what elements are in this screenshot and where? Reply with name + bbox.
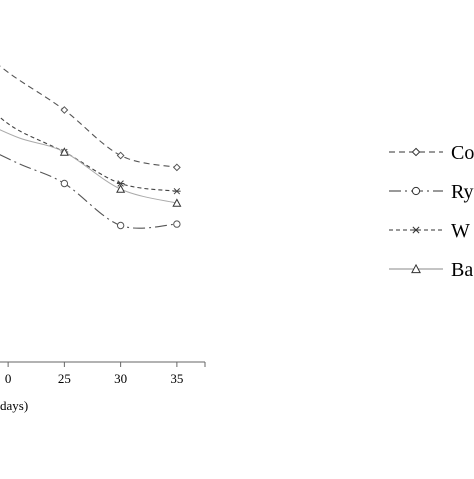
data-point-3-4 — [173, 187, 181, 195]
series-line-4 — [0, 129, 177, 204]
legend-marker-2 — [411, 186, 421, 196]
legend-label-3: W — [451, 220, 470, 242]
legend-item-1: Co — [389, 142, 474, 164]
data-point-3-4-d2 — [173, 187, 181, 195]
x-tick-labels: 0 25 30 35 — [5, 371, 184, 386]
legend-marker-3 — [411, 226, 421, 234]
series-line-1 — [0, 65, 177, 168]
x-tick-label-1: 0 — [5, 371, 12, 386]
data-point-1-4 — [172, 163, 181, 172]
legend-marker-3-d2 — [412, 226, 420, 234]
legend-item-4: Ba — [389, 259, 473, 281]
data-point-2-3 — [116, 221, 125, 230]
legend-label-1: Co — [451, 142, 474, 164]
legend-item-3: W — [389, 220, 470, 242]
plot-area — [0, 65, 182, 230]
data-point-3-3 — [116, 180, 125, 187]
x-tick-label-3: 30 — [114, 371, 127, 386]
legend: Co Ry W Ba — [389, 142, 474, 281]
x-axis-label: days) — [0, 398, 28, 413]
legend-marker-4 — [411, 263, 421, 274]
x-tick-label-2: 25 — [58, 371, 71, 386]
x-axis — [0, 361, 206, 367]
data-point-2-4 — [173, 220, 181, 228]
legend-marker-1 — [411, 147, 421, 157]
data-point-4-4 — [172, 198, 182, 207]
legend-item-2: Ry — [389, 181, 474, 203]
x-tick-label-4: 35 — [170, 371, 183, 386]
data-point-1-3 — [116, 151, 125, 160]
legend-label-2: Ry — [451, 181, 474, 203]
data-point-1-2 — [60, 106, 69, 114]
legend-label-4: Ba — [451, 259, 473, 281]
data-point-4-2 — [59, 147, 69, 156]
data-point-2-2 — [60, 179, 69, 188]
series-line-2 — [0, 154, 177, 229]
data-point-3-3-d2 — [117, 180, 124, 187]
data-point-4-3 — [116, 184, 126, 193]
series-line-3 — [0, 116, 177, 192]
